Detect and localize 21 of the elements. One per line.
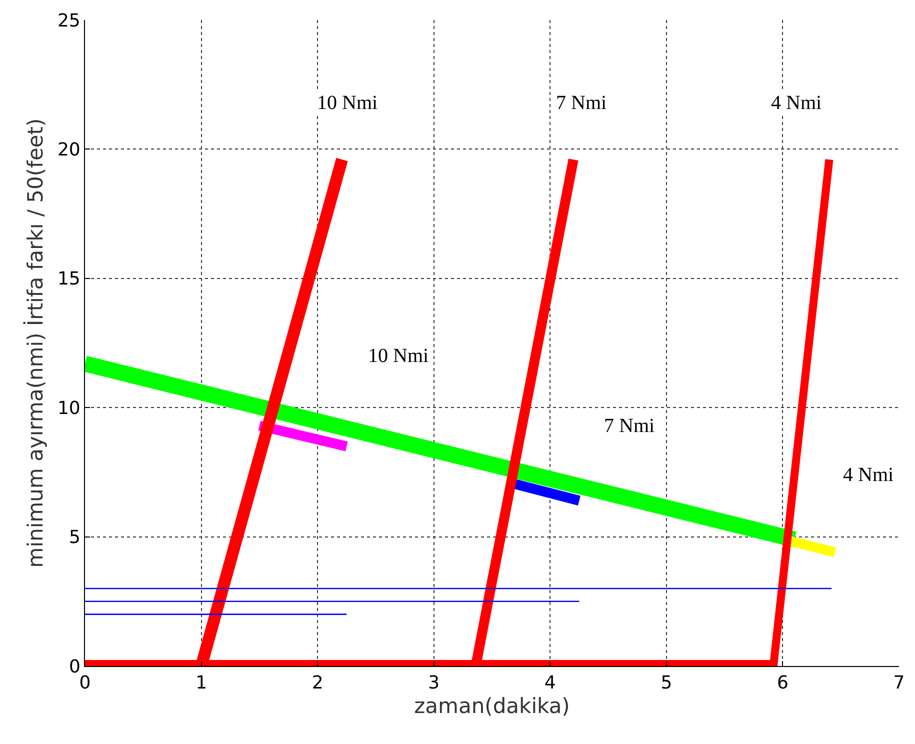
annotation: 4 Nmi: [843, 464, 894, 486]
y-tick-label: 0: [68, 656, 80, 678]
annotation: 10 Nmi: [368, 345, 429, 367]
y-axis-title: minimum ayırma(nmi) İrtifa farkı / 50(feet): [22, 118, 48, 568]
x-tick-label: 1: [196, 672, 208, 694]
x-tick-label: 2: [312, 672, 324, 694]
annotation: 4 Nmi: [771, 92, 822, 114]
y-tick-label: 5: [68, 527, 80, 548]
y-tick-label: 25: [57, 10, 80, 32]
annotation: 10 Nmi: [317, 92, 378, 114]
x-tick-label: 7: [893, 672, 905, 694]
x-tick-label: 5: [660, 672, 672, 694]
y-tick-label: 15: [57, 268, 80, 290]
annotation: 7 Nmi: [556, 92, 607, 114]
y-tick-label: 20: [57, 140, 80, 160]
x-axis-title: zaman(dakika): [414, 694, 570, 718]
y-tick-label: 10: [57, 398, 80, 419]
x-tick-label: 4: [544, 672, 556, 694]
x-tick-label: 6: [776, 672, 788, 694]
x-tick-label: 3: [428, 672, 440, 694]
annotation: 7 Nmi: [604, 415, 655, 437]
